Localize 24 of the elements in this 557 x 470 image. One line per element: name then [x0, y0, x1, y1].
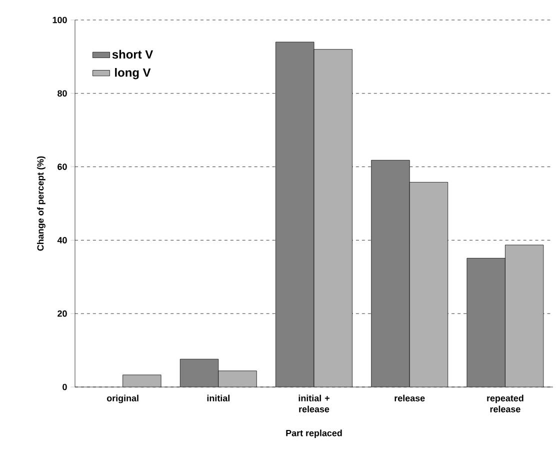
y-axis-title: Change of percept (%) — [37, 156, 46, 251]
x-tick-label: release — [394, 394, 425, 402]
y-tick-label: 100 — [52, 16, 67, 24]
bar — [180, 359, 218, 387]
y-tick-label: 20 — [58, 310, 67, 317]
y-tick-label: 0 — [62, 384, 67, 390]
bar — [218, 370, 257, 387]
bar — [122, 374, 162, 387]
x-axis-title: Part replaced — [286, 430, 342, 438]
y-tick-label: 40 — [57, 237, 67, 244]
bar — [505, 244, 544, 387]
y-tick-label: 80 — [58, 90, 67, 97]
y-tick-label: 60 — [58, 164, 67, 170]
x-tick-label: repeated release — [487, 394, 524, 412]
x-tick-label: initial — [207, 394, 230, 402]
legend-label: long V — [115, 68, 151, 80]
legend-label: short V — [112, 50, 154, 59]
bar — [371, 160, 410, 387]
bar — [314, 49, 352, 387]
bar — [466, 258, 506, 387]
x-tick-label: original — [106, 394, 138, 404]
bar — [276, 42, 314, 387]
bar — [410, 182, 448, 387]
x-tick-label: initial + release — [298, 394, 330, 412]
